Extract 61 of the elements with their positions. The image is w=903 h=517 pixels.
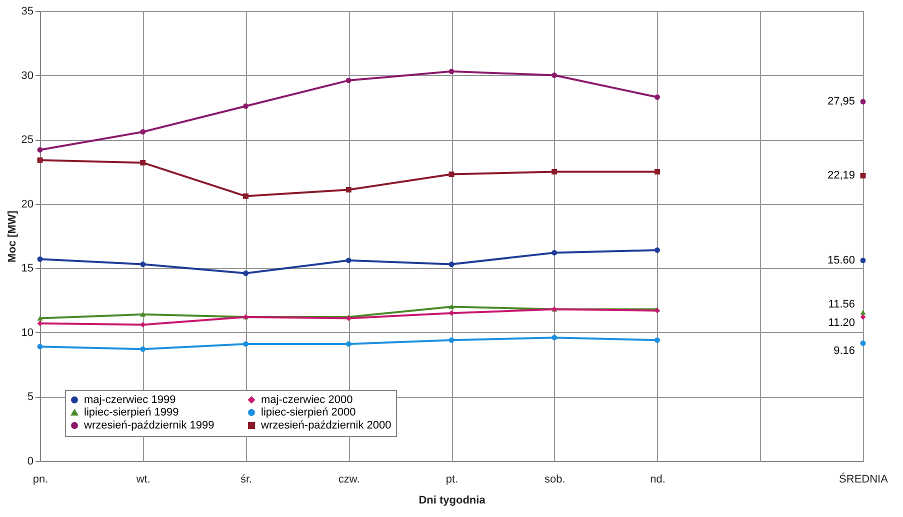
- data-label: 27,95: [827, 96, 855, 108]
- data-label: 15.60: [827, 254, 855, 266]
- data-label: 22,19: [827, 170, 855, 182]
- point: [346, 78, 352, 84]
- point: [140, 346, 146, 352]
- point: [243, 193, 248, 199]
- legend-label: wrzesień-październik 2000: [260, 420, 392, 432]
- point: [552, 250, 558, 256]
- x-axis-title: Dni tygodnia: [418, 494, 486, 506]
- point: [243, 103, 248, 109]
- point: [346, 341, 352, 347]
- point: [37, 157, 43, 163]
- y-tick-label: 15: [21, 262, 34, 275]
- point: [448, 262, 454, 268]
- y-tick-label: 25: [21, 134, 34, 146]
- data-label: 11.20: [828, 317, 855, 329]
- x-tick-label: wt.: [135, 474, 150, 486]
- x-tick-label: śr.: [240, 474, 252, 486]
- point: [37, 147, 43, 153]
- point: [140, 262, 146, 268]
- point: [448, 172, 454, 178]
- legend-label: wrzesień-październik 1999: [83, 420, 214, 432]
- point: [654, 94, 660, 100]
- x-tick-label: czw.: [338, 474, 360, 486]
- point: [448, 337, 454, 343]
- y-tick-label: 30: [21, 70, 34, 82]
- point: [448, 68, 454, 74]
- point: [552, 168, 558, 174]
- point: [140, 160, 146, 166]
- point: [140, 129, 146, 135]
- x-tick-label: pn.: [32, 474, 48, 486]
- point: [243, 270, 248, 276]
- x-tick-label: pt.: [446, 474, 458, 486]
- point: [654, 337, 660, 343]
- x-tick-label: sob.: [544, 474, 566, 486]
- data-label: 9.16: [834, 345, 855, 358]
- point: [37, 256, 43, 262]
- y-tick-label: 10: [21, 326, 34, 339]
- point: [346, 186, 352, 192]
- y-tick-label: 0: [27, 456, 34, 468]
- point: [654, 247, 660, 253]
- x-tick-label: nd.: [650, 474, 666, 486]
- point: [346, 258, 352, 264]
- x-tick-label: ŚREDNIA: [839, 472, 889, 486]
- point: [37, 344, 43, 350]
- point: [448, 304, 454, 310]
- legend-label: maj-czerwiec 2000: [261, 394, 353, 406]
- point: [552, 334, 558, 340]
- legend-label: maj-czerwiec 1999: [84, 394, 176, 406]
- point: [243, 341, 248, 347]
- y-tick-label: 5: [27, 391, 34, 404]
- data-label: 11.56: [828, 298, 855, 310]
- point: [654, 168, 660, 174]
- legend-label: lipiec-sierpień 1999: [84, 406, 179, 418]
- y-tick-label: 35: [21, 6, 34, 18]
- legend-label: lipiec-sierpień 2000: [261, 406, 356, 418]
- y-axis-title: Moc [MW]: [6, 210, 18, 262]
- point: [140, 312, 146, 317]
- point: [552, 72, 558, 78]
- point: [37, 316, 43, 321]
- y-tick-label: 20: [21, 198, 34, 210]
